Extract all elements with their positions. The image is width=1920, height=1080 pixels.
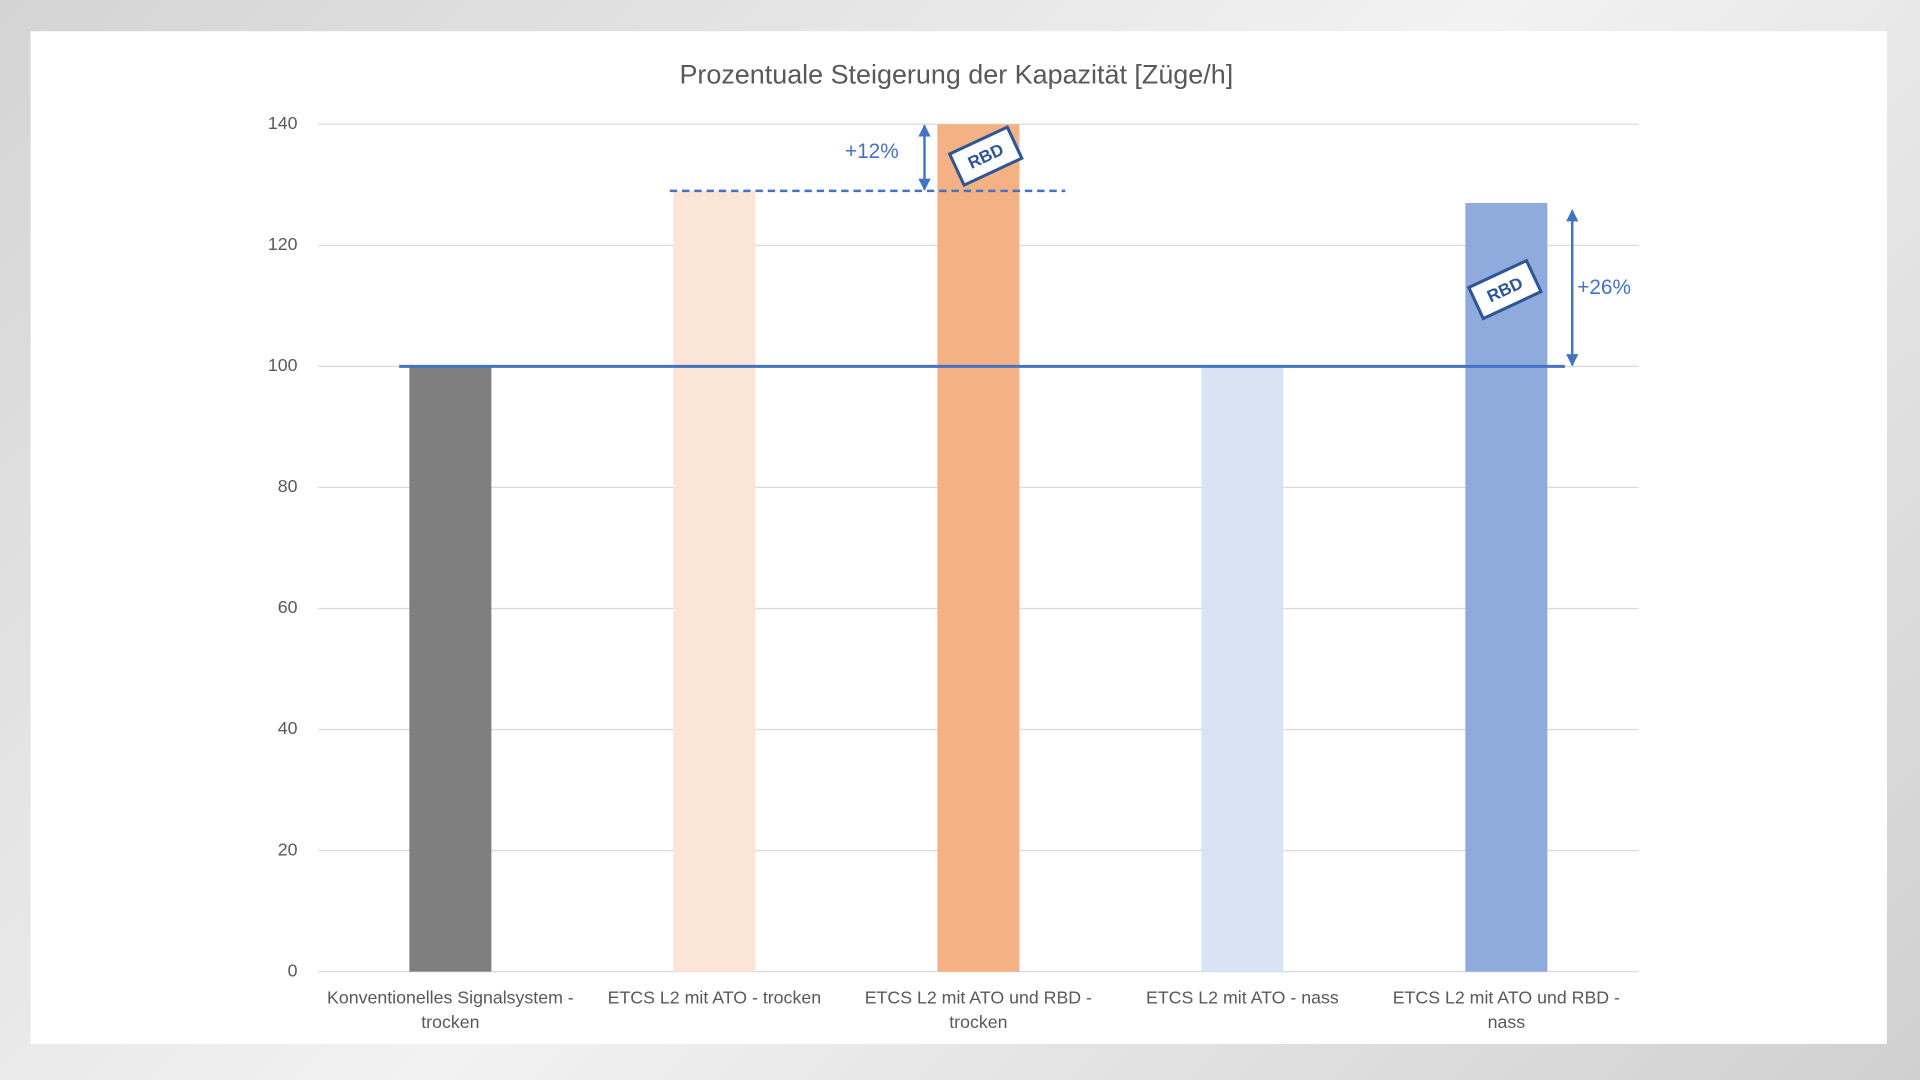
badge-box xyxy=(947,125,1024,188)
bar xyxy=(409,366,492,972)
y-tick-label: 120 xyxy=(268,234,298,254)
y-tick-label: 0 xyxy=(288,960,298,980)
x-tick-label: ETCS L2 mit ATO - nass xyxy=(1145,988,1339,1009)
x-tick-label: Konventionelles Signalsystem - trocken xyxy=(326,988,574,1034)
bar xyxy=(673,190,756,972)
x-tick-label-box: ETCS L2 mit ATO und RBD - nass xyxy=(1392,988,1620,1034)
chart-title: Prozentuale Steigerung der Kapazität [Zü… xyxy=(679,60,1233,90)
x-tick-label: ETCS L2 mit ATO - trocken xyxy=(607,988,822,1009)
y-tick-label: 60 xyxy=(278,597,298,617)
y-tick-label: 100 xyxy=(268,355,298,375)
x-tick-label-box: ETCS L2 mit ATO - trocken xyxy=(607,988,822,1009)
bar xyxy=(1201,366,1284,972)
bar xyxy=(937,124,1020,972)
badge-box xyxy=(1466,258,1544,321)
y-tick-label: 20 xyxy=(278,839,298,859)
rbd-badge: RBD xyxy=(1466,258,1544,321)
y-tick-label: 80 xyxy=(278,476,298,496)
increase-label: +26% xyxy=(1577,276,1631,299)
x-tick-label: ETCS L2 mit ATO und RBD - nass xyxy=(1392,988,1620,1034)
x-tick-label-box: Konventionelles Signalsystem - trocken xyxy=(326,988,574,1034)
x-tick-label-box: ETCS L2 mit ATO - nass xyxy=(1145,988,1339,1009)
rbd-badge: RBD xyxy=(947,125,1024,188)
y-tick-label: 140 xyxy=(268,113,298,133)
y-tick-label: 40 xyxy=(278,718,298,738)
increase-label: +12% xyxy=(845,140,899,163)
x-tick-label-box: ETCS L2 mit ATO und RBD - trocken xyxy=(864,988,1092,1034)
bar xyxy=(1465,202,1548,972)
x-tick-label: ETCS L2 mit ATO und RBD - trocken xyxy=(864,988,1092,1034)
